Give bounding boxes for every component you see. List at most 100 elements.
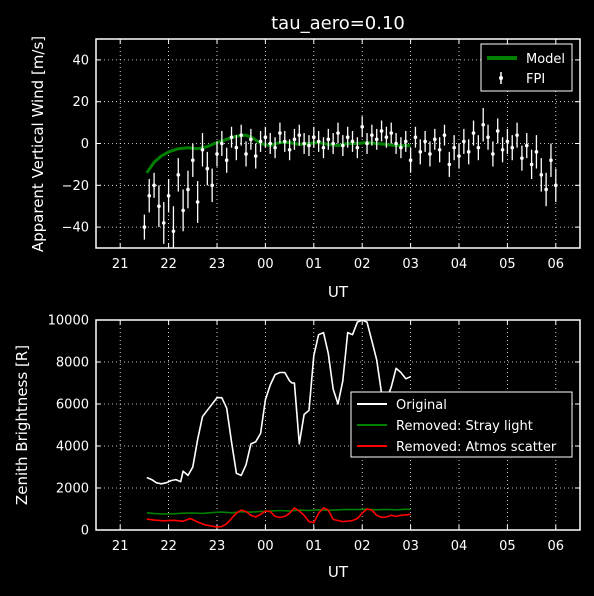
- top-fpi-point: [171, 229, 176, 234]
- bottom-x-tick-label: 00: [257, 539, 274, 554]
- top-fpi-point: [379, 129, 384, 133]
- top-fpi-point: [147, 193, 152, 198]
- top-fpi-point: [428, 152, 432, 156]
- top-fpi-point: [312, 135, 316, 140]
- bottom-x-tick-label: 23: [209, 539, 226, 554]
- bottom-x-tick-label: 06: [548, 539, 565, 554]
- top-y-tick-label: −20: [62, 179, 89, 194]
- top-fpi-point: [442, 133, 447, 137]
- top-x-axis-label: UT: [328, 283, 349, 301]
- bottom-legend: Original Removed: Stray light Removed: A…: [350, 391, 573, 458]
- top-fpi-point: [534, 150, 539, 154]
- top-x-tick-label: 05: [499, 257, 516, 272]
- bottom-y-tick-label: 2000: [56, 482, 89, 497]
- bottom-x-tick-label: 22: [160, 539, 177, 554]
- top-fpi-point: [408, 158, 413, 163]
- top-fpi-point: [481, 122, 486, 127]
- top-fpi-point: [389, 131, 394, 135]
- bottom-x-tick-label: 21: [112, 539, 129, 554]
- top-fpi-point: [205, 166, 210, 171]
- top-fpi-point: [437, 147, 442, 152]
- bottom-x-tick-label: 05: [499, 539, 516, 554]
- top-fpi-point: [452, 145, 456, 150]
- bottom-x-tick-label: 01: [306, 539, 323, 554]
- top-legend: Model FPI: [480, 43, 573, 92]
- legend-original-label: Original: [396, 398, 447, 413]
- top-chart-title: tau_aero=0.10: [271, 13, 405, 34]
- top-fpi-point: [229, 135, 234, 140]
- top-fpi-point: [544, 187, 548, 192]
- top-x-tick-label: 00: [257, 257, 274, 272]
- top-fpi-point: [268, 141, 273, 146]
- top-fpi-point: [210, 183, 214, 188]
- top-fpi-point: [326, 137, 331, 142]
- top-panel: tau_aero=0.10 UT Apparent Vertical Wind …: [29, 13, 581, 301]
- top-fpi-point: [287, 147, 292, 152]
- top-fpi-point: [253, 154, 258, 158]
- top-fpi-point: [466, 150, 471, 154]
- top-fpi-point: [224, 158, 229, 163]
- top-fpi-point: [520, 156, 524, 160]
- top-y-tick-label: 40: [72, 53, 89, 68]
- top-fpi-point: [273, 145, 277, 150]
- top-fpi-point: [510, 145, 515, 150]
- top-fpi-point: [336, 131, 340, 135]
- top-fpi-point: [370, 133, 374, 137]
- top-fpi-point: [278, 131, 282, 135]
- top-x-tick-label: 23: [209, 257, 226, 272]
- top-fpi-point: [152, 183, 156, 188]
- top-x-tick-label: 02: [354, 257, 371, 272]
- top-y-tick-label: −40: [62, 221, 89, 236]
- top-fpi-point: [554, 183, 558, 188]
- bottom-y-tick-label: 6000: [56, 398, 89, 413]
- top-fpi-point: [355, 145, 360, 150]
- top-fpi-point: [457, 154, 461, 158]
- top-fpi-point: [166, 193, 171, 198]
- top-fpi-point: [142, 225, 147, 229]
- top-x-tick-label: 03: [402, 257, 419, 272]
- top-fpi-point: [239, 133, 243, 137]
- top-plot-frame: [95, 38, 581, 249]
- top-fpi-point: [249, 137, 253, 142]
- top-fpi-point: [350, 139, 355, 144]
- top-x-tick-label: 01: [306, 257, 323, 272]
- top-y-tick-label: 0: [81, 137, 89, 152]
- bottom-x-tick-label: 02: [354, 539, 371, 554]
- bottom-y-axis-label: Zenith Brightness [R]: [13, 345, 31, 505]
- bottom-plot-frame: [95, 319, 581, 531]
- top-fpi-point: [282, 139, 287, 144]
- top-fpi-point: [394, 141, 398, 146]
- top-fpi-point: [345, 135, 350, 140]
- top-fpi-point: [181, 208, 185, 213]
- top-fpi-point: [176, 173, 181, 177]
- top-fpi-point: [297, 133, 302, 137]
- top-fpi-point: [447, 162, 452, 167]
- top-fpi-point: [157, 204, 161, 208]
- top-fpi-point: [500, 147, 505, 152]
- bottom-y-tick-label: 0: [81, 524, 89, 539]
- bottom-x-tick-label: 04: [451, 539, 468, 554]
- top-y-tick-label: 20: [72, 95, 89, 110]
- top-fpi-point: [486, 135, 490, 140]
- bottom-panel: UT Zenith Brightness [R] 21 22 23 00 01 02 03 0…: [13, 314, 581, 581]
- top-fpi-point: [374, 137, 379, 142]
- bottom-removed-atmos-scatter-line: [146, 507, 411, 528]
- bottom-x-tick-label: 03: [402, 539, 419, 554]
- legend-stray-light-label: Removed: Stray light: [396, 419, 533, 434]
- top-fpi-point: [423, 139, 427, 144]
- top-fpi-point: [360, 124, 365, 129]
- top-fpi-point: [384, 135, 389, 140]
- legend-atmos-scatter-label: Removed: Atmos scatter: [396, 440, 557, 455]
- legend-fpi-marker: [499, 76, 503, 80]
- top-fpi-point: [161, 221, 166, 225]
- top-fpi-point: [515, 133, 519, 137]
- top-x-tick-label: 21: [112, 257, 129, 272]
- top-fpi-point: [191, 158, 195, 163]
- top-fpi-point: [413, 135, 418, 140]
- top-fpi-point: [539, 173, 544, 177]
- top-fpi-point: [491, 152, 495, 156]
- top-fpi-point: [200, 147, 205, 152]
- top-fpi-point: [403, 139, 408, 144]
- bottom-original-line: [146, 320, 411, 485]
- top-y-axis-label: Apparent Vertical Wind [m/s]: [29, 36, 47, 252]
